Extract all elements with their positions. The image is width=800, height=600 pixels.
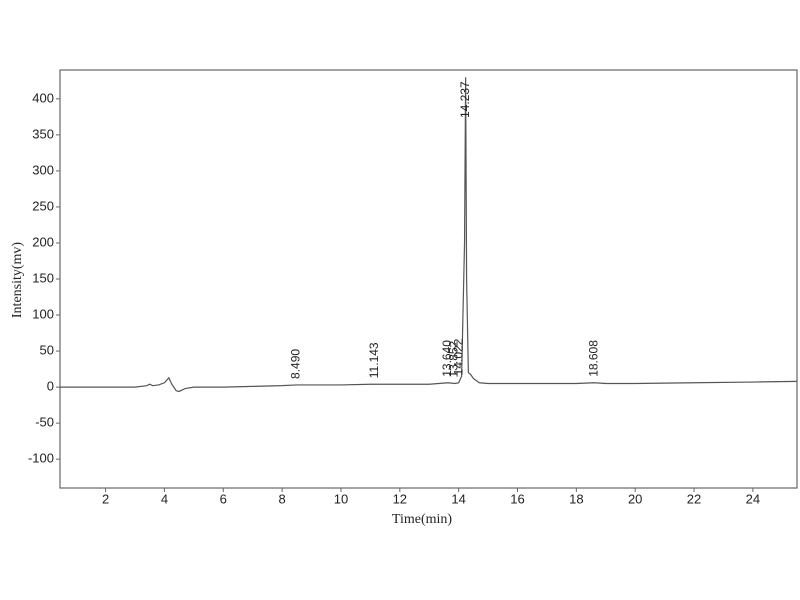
x-tick-label: 4 (161, 491, 168, 506)
y-tick-label: 350 (32, 126, 54, 141)
peak-label: 13.852 (446, 340, 460, 377)
y-tick-label: 100 (32, 306, 54, 321)
plot-frame (59, 69, 798, 489)
y-tick-label: -50 (35, 415, 54, 430)
y-tick-label: 200 (32, 234, 54, 249)
y-tick-label: 0 (47, 379, 54, 394)
x-tick-label: 20 (628, 491, 642, 506)
peak-label: 11.143 (367, 342, 381, 378)
y-axis-title: Intensity(mv) (10, 242, 25, 319)
x-tick-label: 2 (102, 491, 109, 506)
y-tick-label: 400 (32, 90, 54, 105)
x-tick-label: 6 (220, 491, 227, 506)
x-tick-label: 14 (451, 491, 465, 506)
peak-label: 8.490 (289, 349, 303, 379)
x-tick-label: 10 (334, 491, 348, 506)
x-tick-label: 22 (687, 491, 701, 506)
x-tick-label: 8 (279, 491, 286, 506)
signal-line (60, 77, 798, 393)
peak-label: 14.237 (458, 81, 472, 118)
x-tick-label: 12 (393, 491, 407, 506)
x-tick-label: 18 (569, 491, 583, 506)
x-tick-label: 24 (746, 491, 760, 506)
y-tick-label: -100 (28, 451, 54, 466)
y-tick-label: 50 (40, 343, 54, 358)
y-tick-label: 150 (32, 270, 54, 285)
x-tick-label: 16 (510, 491, 524, 506)
peak-label: 14.022 (451, 338, 465, 375)
peak-label: 13.640 (440, 340, 454, 377)
peak-label: 18.608 (586, 340, 600, 377)
x-axis-title: Time(min) (392, 512, 452, 527)
y-tick-label: 250 (32, 198, 54, 213)
y-tick-label: 300 (32, 162, 54, 177)
